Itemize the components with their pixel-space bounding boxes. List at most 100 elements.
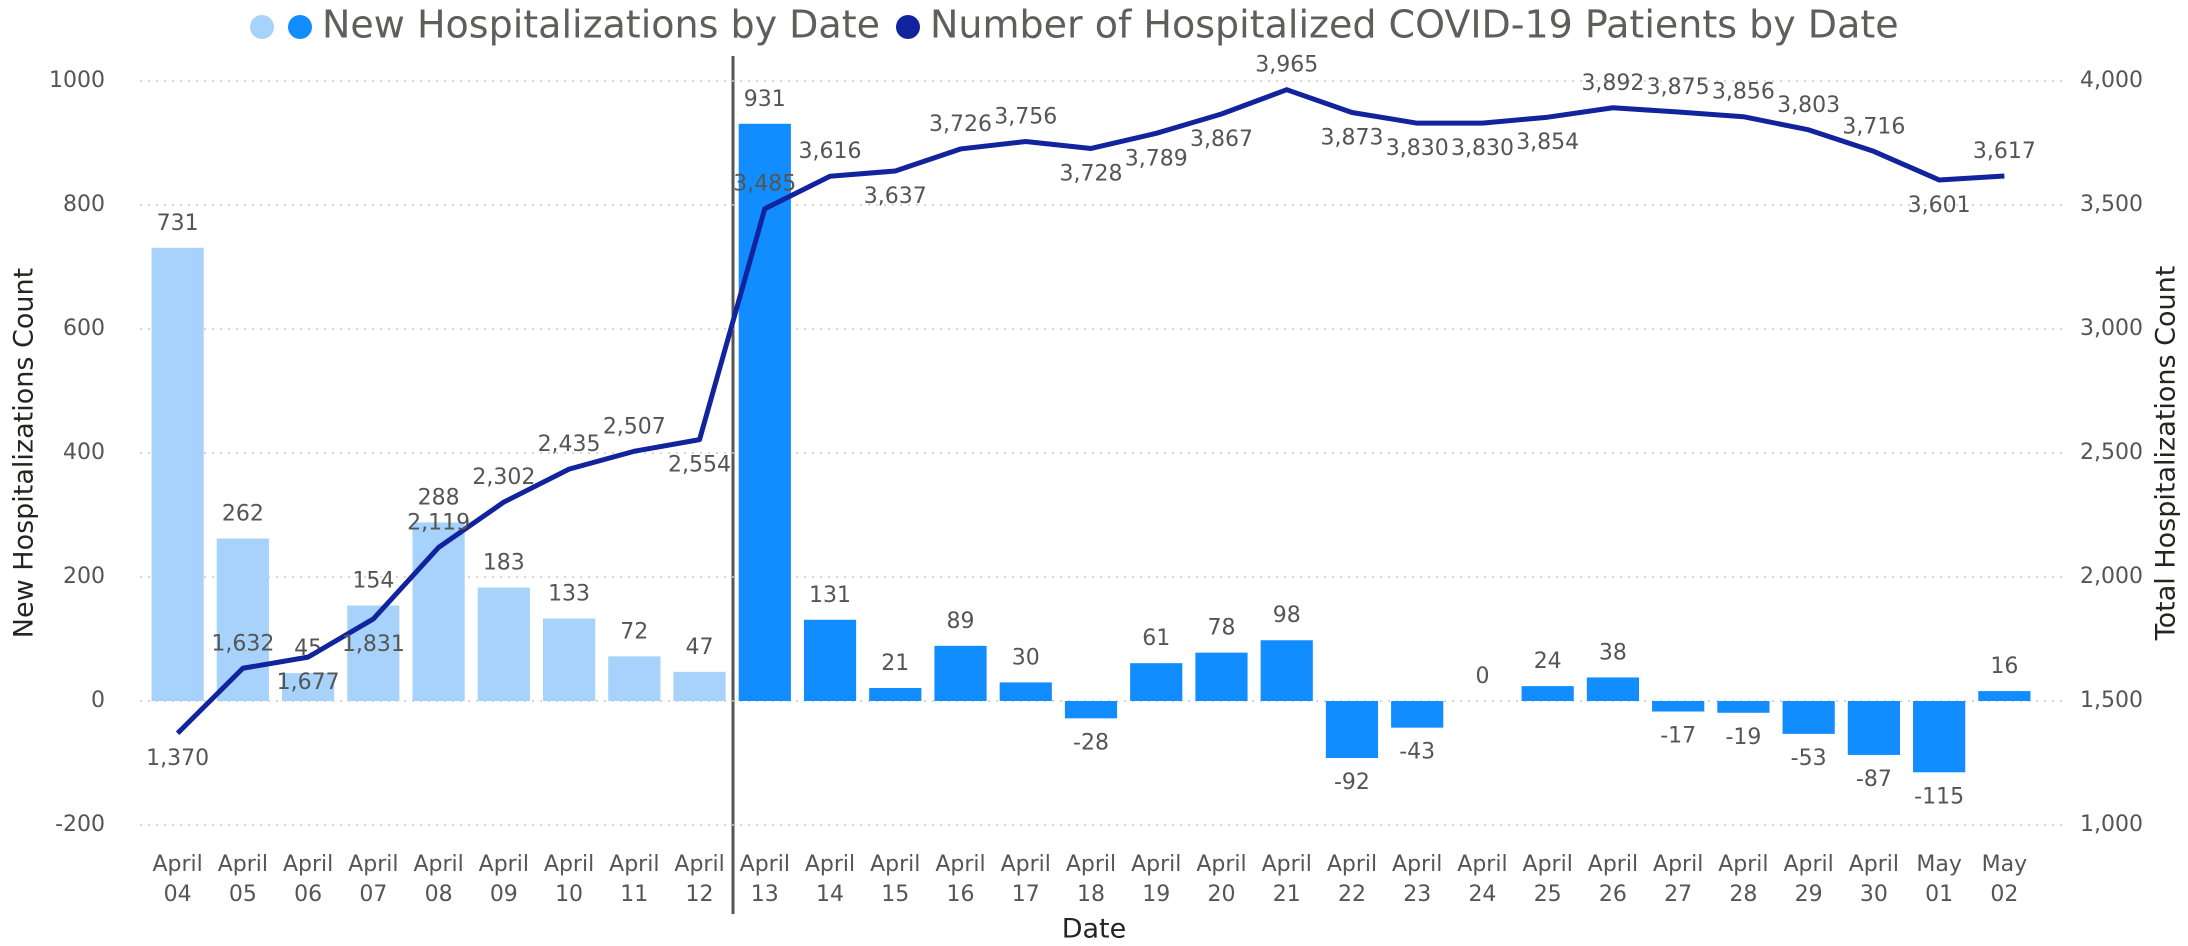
x-tick-label: April 16 <box>935 852 985 907</box>
bar <box>1652 701 1705 712</box>
legend-dot <box>250 15 274 39</box>
legend-dot <box>288 15 312 39</box>
y2-axis-title: Total Hospitalizations Count <box>2151 266 2182 642</box>
bar <box>477 587 530 701</box>
line-label: 1,370 <box>146 746 209 771</box>
bar-label: 0 <box>1475 664 1489 689</box>
line-label: 3,830 <box>1451 136 1514 161</box>
x-tick-label: April 14 <box>805 852 855 907</box>
x-axis-title: Date <box>1062 914 1127 945</box>
legend-label: Number of Hospitalized COVID-19 Patients… <box>930 3 1899 47</box>
x-tick-label: May 02 <box>1982 852 2027 907</box>
x-tick-label: April 05 <box>218 852 268 907</box>
y2-tick-label: 2,500 <box>2080 440 2143 465</box>
x-tick-label: April 06 <box>283 852 333 907</box>
bar-label: 89 <box>947 609 975 634</box>
bar-label: 133 <box>548 582 590 607</box>
x-tick-label: April 15 <box>870 852 920 907</box>
bar-label: -87 <box>1856 767 1892 792</box>
line-label: 3,873 <box>1320 125 1383 150</box>
y2-tick-label: 1,500 <box>2080 688 2143 713</box>
y-axis-title: New Hospitalizations Count <box>9 268 40 638</box>
bar <box>1847 701 1900 755</box>
x-tick-label: April 25 <box>1523 852 1573 907</box>
bar-label: 30 <box>1012 645 1040 670</box>
line-label: 3,616 <box>799 139 862 164</box>
y2-tick-label: 1,000 <box>2080 812 2143 837</box>
x-tick-label: April 13 <box>740 852 790 907</box>
bar-label: -28 <box>1073 730 1109 755</box>
x-tick-label: April 30 <box>1849 852 1899 907</box>
bar-label: 731 <box>157 211 199 236</box>
y2-tick-label: 4,000 <box>2080 68 2143 93</box>
x-tick-label: May 01 <box>1916 852 1961 907</box>
x-tick-label: April 23 <box>1392 852 1442 907</box>
bar-label: 16 <box>1990 654 2018 679</box>
y2-tick-label: 2,000 <box>2080 564 2143 589</box>
line-label: 3,756 <box>994 105 1057 130</box>
bar-label: 183 <box>483 551 525 576</box>
line-label: 3,637 <box>864 184 927 209</box>
line-label: 2,119 <box>407 510 470 535</box>
line-label: 3,892 <box>1581 71 1644 96</box>
line-label: 3,726 <box>929 112 992 137</box>
x-tick-label: April 18 <box>1066 852 1116 907</box>
bar <box>869 687 922 701</box>
x-tick-label: April 12 <box>674 852 724 907</box>
line-label: 1,632 <box>211 631 274 656</box>
y-tick-label: 600 <box>63 316 105 341</box>
bar-label: 21 <box>881 651 909 676</box>
x-tick-label: April 08 <box>413 852 463 907</box>
line <box>175 87 2005 736</box>
x-tick-label: April 19 <box>1131 852 1181 907</box>
line-label: 3,716 <box>1842 114 1905 139</box>
bar <box>934 645 987 701</box>
x-tick-label: April 26 <box>1588 852 1638 907</box>
bar-label: 24 <box>1534 649 1562 674</box>
x-tick-label: April 04 <box>152 852 202 907</box>
x-tick-label: April 22 <box>1327 852 1377 907</box>
bar-label: -19 <box>1725 725 1761 750</box>
line-label: 1,677 <box>277 670 340 695</box>
x-tick-label: April 21 <box>1262 852 1312 907</box>
line-label: 3,830 <box>1386 136 1449 161</box>
line-label: 3,867 <box>1190 127 1253 152</box>
bar-label: 98 <box>1273 603 1301 628</box>
x-tick-label: April 27 <box>1653 852 1703 907</box>
bar <box>1717 701 1770 713</box>
legend-label: New Hospitalizations by Date <box>322 3 880 47</box>
bar <box>673 671 726 701</box>
bar-label: 931 <box>744 87 786 112</box>
bar <box>216 538 269 701</box>
bar <box>1586 677 1640 701</box>
bar <box>803 619 857 701</box>
bar-label: 72 <box>620 619 648 644</box>
y-tick-label: 800 <box>63 192 105 217</box>
legend-dot <box>895 15 920 39</box>
bar-label: -92 <box>1334 770 1370 795</box>
bar <box>151 247 204 701</box>
bar <box>608 656 661 701</box>
y-tick-label: 400 <box>63 440 105 465</box>
x-tick-label: April 24 <box>1457 852 1507 907</box>
y-tick-label: 200 <box>63 564 105 589</box>
line-label: 3,856 <box>1712 80 1775 105</box>
y-tick-label: 1000 <box>49 68 105 93</box>
bar-label: 61 <box>1142 626 1170 651</box>
line-label: 3,601 <box>1908 193 1971 218</box>
bar-label: -17 <box>1660 724 1696 749</box>
bar <box>412 522 465 701</box>
line-label: 2,507 <box>603 414 666 439</box>
line-label: 3,854 <box>1516 130 1579 155</box>
line-label: 3,803 <box>1777 93 1840 118</box>
line-label: 1,831 <box>342 632 405 657</box>
line-label: 3,789 <box>1125 146 1188 171</box>
bar <box>1521 686 1574 701</box>
line-label: 2,554 <box>668 453 731 478</box>
bar-label: 38 <box>1599 640 1627 665</box>
bar-label: 154 <box>352 569 394 594</box>
bar-label: -53 <box>1791 746 1827 771</box>
bar-label: 47 <box>686 635 714 660</box>
bar <box>282 673 335 701</box>
